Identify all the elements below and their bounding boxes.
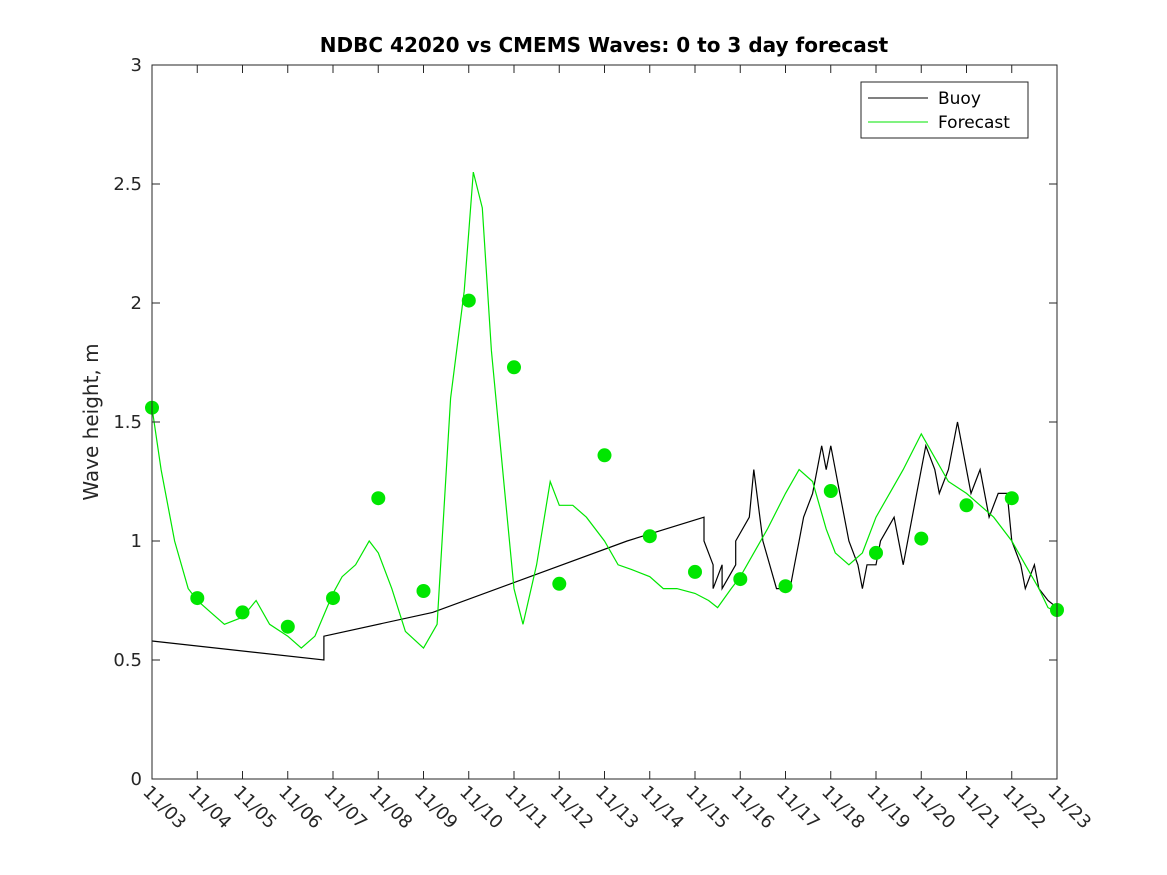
- x-tick-label: 11/10: [455, 782, 507, 834]
- x-tick-label: 11/04: [184, 782, 236, 834]
- y-tick-label: 1: [131, 531, 142, 552]
- series-line-forecast: [151, 171, 1058, 650]
- legend-forecast-label: Forecast: [938, 113, 1010, 133]
- x-tick-label: 11/08: [365, 782, 417, 834]
- forecast-marker: [507, 360, 521, 375]
- forecast-marker: [326, 591, 340, 606]
- y-tick-label: 2.5: [113, 174, 142, 195]
- forecast-marker: [778, 579, 793, 594]
- x-tick-label: 11/19: [862, 782, 914, 834]
- forecast-marker: [823, 484, 838, 498]
- x-tick-label: 11/11: [500, 782, 552, 834]
- x-tick-label: 11/12: [546, 782, 598, 834]
- y-tick-label: 0.5: [113, 650, 142, 671]
- x-tick-label: 11/03: [138, 782, 190, 834]
- forecast-marker: [235, 605, 250, 620]
- plot-background: [152, 65, 1057, 779]
- series-line-buoy: [151, 421, 1058, 661]
- forecast-marker: [280, 619, 295, 634]
- x-tick-label: 11/18: [817, 782, 869, 834]
- x-tick-label: 11/15: [681, 782, 733, 834]
- x-tick-label: 11/23: [1043, 782, 1095, 834]
- forecast-markers: [145, 293, 1064, 634]
- x-tick-label: 11/07: [319, 782, 371, 834]
- x-tick-label: 11/21: [953, 782, 1005, 834]
- y-axis-label: Wave height, m: [79, 343, 103, 500]
- x-tick-label: 11/13: [591, 782, 643, 834]
- forecast-marker: [371, 491, 386, 506]
- forecast-marker: [642, 529, 657, 544]
- forecast-marker: [416, 584, 431, 598]
- forecast-marker: [914, 531, 929, 546]
- y-tick-label: 3: [131, 55, 142, 76]
- forecast-marker: [1004, 491, 1019, 506]
- y-tick-label: 2: [131, 293, 142, 314]
- x-tick-label: 11/06: [274, 782, 326, 834]
- x-tick-label: 11/16: [727, 782, 779, 834]
- legend-buoy-label: Buoy: [938, 89, 981, 109]
- plot-area: 00.511.522.53 11/0311/0411/0511/0611/071…: [113, 55, 1095, 833]
- y-tick-label: 1.5: [113, 412, 142, 433]
- forecast-marker: [733, 572, 748, 587]
- forecast-marker: [869, 545, 883, 560]
- x-tick-label: 11/05: [229, 782, 281, 834]
- x-tick-label: 11/17: [772, 782, 824, 834]
- x-tick-label: 11/20: [908, 782, 960, 834]
- x-tick-label: 11/09: [410, 782, 462, 834]
- forecast-marker: [597, 448, 612, 463]
- y-tick-label: 0: [131, 769, 142, 790]
- legend-box: [860, 81, 1029, 139]
- y-axis-ticks: 0 0.5 1 1.5 2 2.5 3: [113, 55, 1057, 790]
- forecast-marker: [190, 591, 205, 606]
- chart-title: NDBC 42020 vs CMEMS Waves: 0 to 3 day fo…: [320, 33, 889, 57]
- forecast-marker: [461, 293, 476, 308]
- forecast-marker: [688, 564, 702, 579]
- forecast-marker: [959, 498, 974, 513]
- series-layer: [151, 171, 1058, 661]
- x-tick-label: 11/22: [998, 782, 1050, 834]
- legend: Buoy Forecast: [860, 81, 1029, 139]
- forecast-marker: [552, 576, 567, 591]
- x-tick-label: 11/14: [636, 782, 688, 834]
